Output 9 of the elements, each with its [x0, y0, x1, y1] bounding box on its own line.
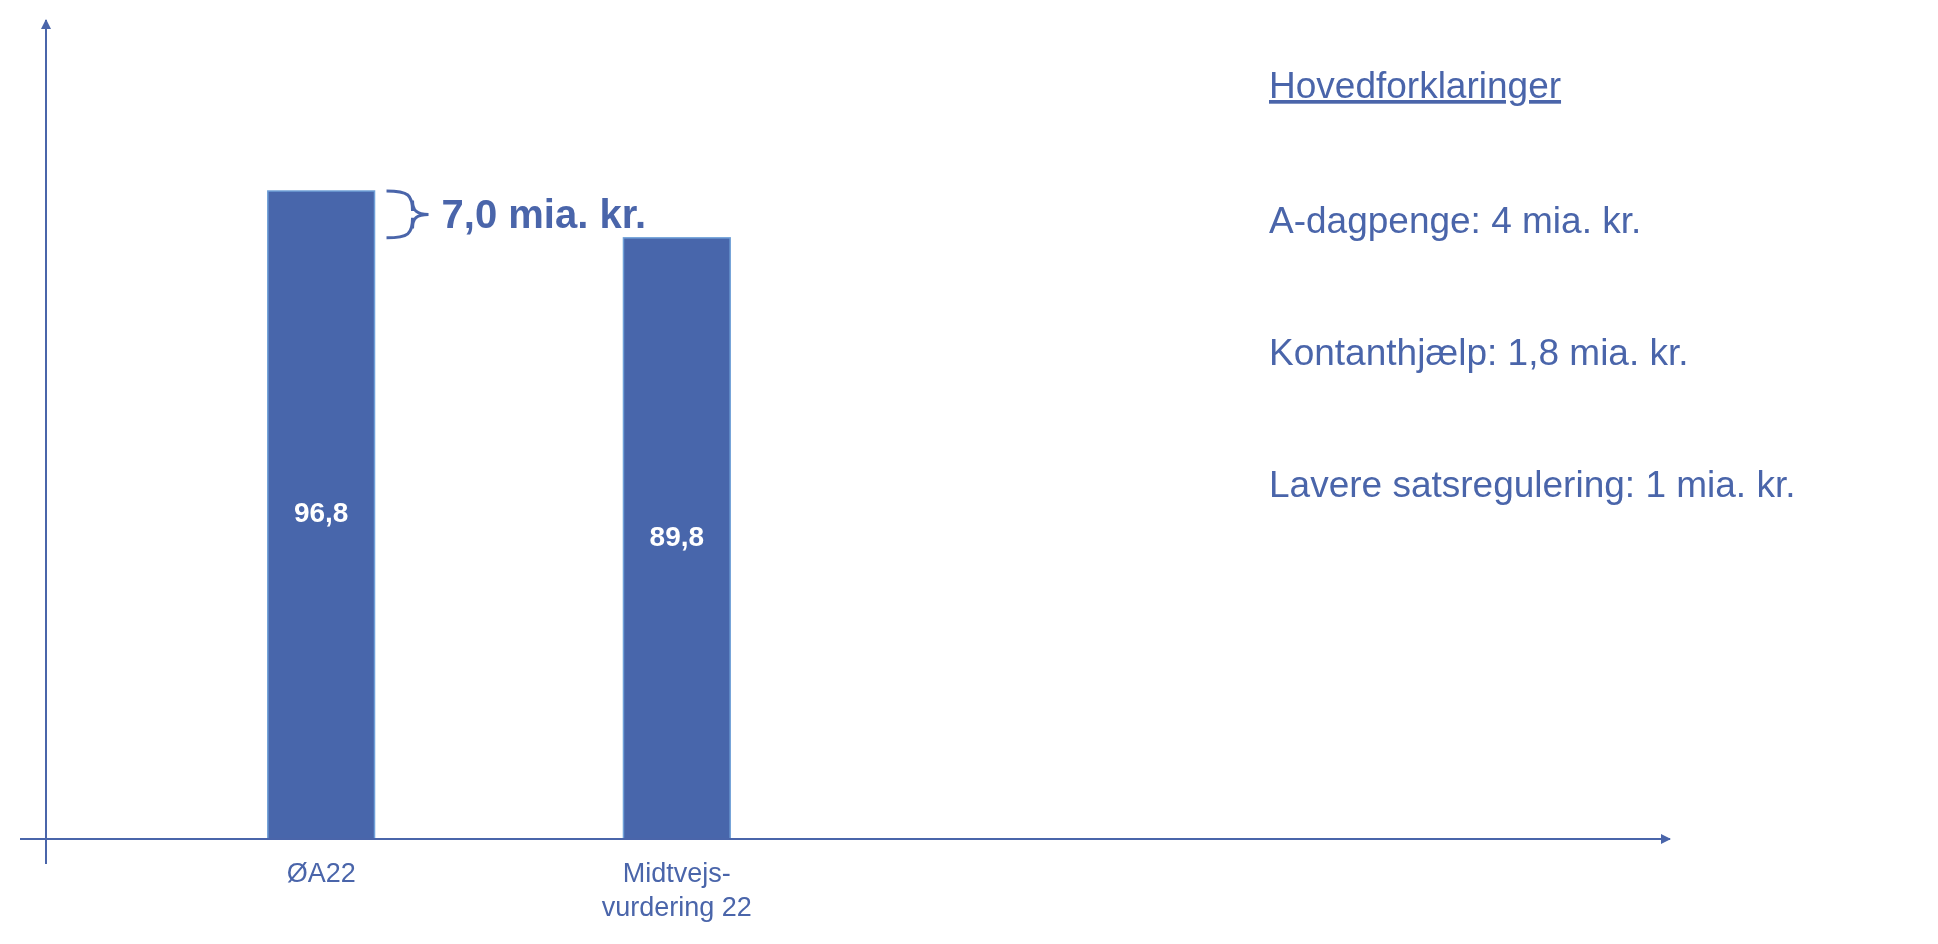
text: Kontanthjælp: 1,8 mia. kr. [1269, 332, 1689, 373]
annotation: 7,0 mia. kr. [441, 192, 647, 237]
text: Lavere satsregulering: 1 mia. kr. [1269, 464, 1796, 505]
text: A-dagpenge: 4 mia. kr. [1269, 200, 1642, 241]
data-label: 96,8 [293, 497, 349, 529]
x-tick-label: Midtvejs-vurdering 22 [601, 858, 752, 922]
text: Hovedforklaringer [1269, 65, 1562, 106]
data-label: 89,8 [649, 520, 705, 552]
x-tick-label: ØA22 [286, 858, 356, 888]
